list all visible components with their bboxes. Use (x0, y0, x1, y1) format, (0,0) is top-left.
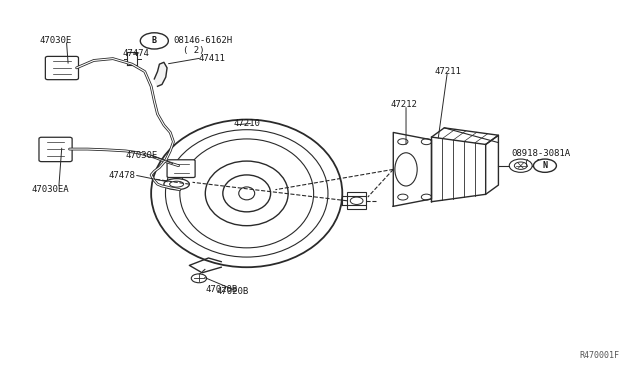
Text: 47020B: 47020B (217, 287, 249, 296)
Text: 47030E: 47030E (125, 151, 158, 160)
Text: 47478: 47478 (108, 171, 135, 180)
Text: 47212: 47212 (390, 100, 417, 109)
Text: 47030EA: 47030EA (32, 185, 70, 194)
Text: 47211: 47211 (435, 67, 461, 76)
FancyBboxPatch shape (347, 192, 366, 209)
Text: 08918-3081A: 08918-3081A (511, 150, 570, 158)
Text: N: N (543, 161, 547, 170)
Text: ( 2): ( 2) (183, 46, 205, 55)
Ellipse shape (164, 179, 189, 190)
Text: 47411: 47411 (199, 54, 226, 63)
Text: ( 4): ( 4) (524, 159, 545, 169)
FancyBboxPatch shape (45, 57, 79, 80)
Text: 47030E: 47030E (40, 36, 72, 45)
Circle shape (509, 159, 532, 172)
Text: 47210: 47210 (234, 119, 261, 128)
Polygon shape (154, 62, 167, 86)
FancyBboxPatch shape (167, 160, 195, 177)
Circle shape (534, 159, 556, 172)
Text: 08146-6162H: 08146-6162H (173, 36, 232, 45)
FancyBboxPatch shape (39, 137, 72, 161)
Circle shape (140, 33, 168, 49)
Text: 47020B: 47020B (205, 285, 237, 294)
Text: 47474: 47474 (122, 49, 149, 58)
Text: R470001F: R470001F (579, 351, 620, 360)
Circle shape (191, 274, 207, 283)
Text: B: B (152, 36, 157, 45)
